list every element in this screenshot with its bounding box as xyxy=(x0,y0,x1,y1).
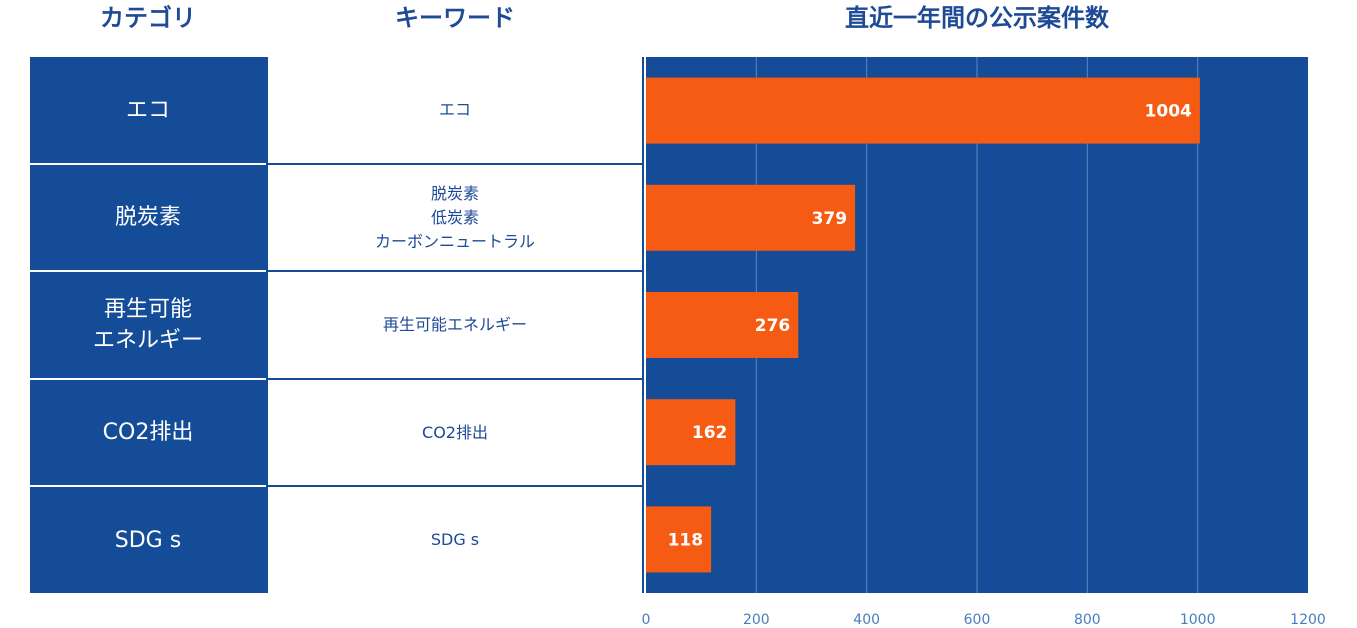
x-tick-label: 600 xyxy=(964,612,991,628)
bar-value-label: 1004 xyxy=(1145,102,1192,122)
bar xyxy=(646,506,712,573)
bar xyxy=(646,77,1200,144)
bar xyxy=(646,292,799,358)
bar xyxy=(646,184,856,251)
bar-value-label: 162 xyxy=(692,423,728,443)
x-tick-label: 400 xyxy=(853,612,880,628)
bar-value-label: 379 xyxy=(812,209,848,229)
keyword-cell: CO2排出 xyxy=(268,380,642,487)
x-tick-label: 1200 xyxy=(1290,612,1326,628)
category-cell: SDG s xyxy=(114,527,182,553)
keyword-column: エコ 脱炭素 低炭素 カーボンニュートラル 再生可能エネルギー CO2排出 SD… xyxy=(266,57,644,593)
bar xyxy=(646,399,736,466)
category-header: カテゴリ xyxy=(100,4,196,32)
bar-value-label: 118 xyxy=(668,530,704,550)
keyword-cell: 再生可能エネルギー xyxy=(268,272,642,380)
count-header: 直近一年間の公示案件数 xyxy=(845,4,1109,32)
keyword-cell: SDG s xyxy=(430,530,480,549)
bar-value-label: 276 xyxy=(755,316,791,336)
x-tick-label: 0 xyxy=(642,612,651,628)
category-cell: エコ xyxy=(30,57,266,165)
category-cell: 脱炭素 xyxy=(30,165,266,272)
category-cell: CO2排出 xyxy=(30,380,266,487)
keyword-cell: 脱炭素 低炭素 カーボンニュートラル xyxy=(268,165,642,272)
x-tick-label: 200 xyxy=(743,612,770,628)
category-cell: 再生可能 エネルギー xyxy=(30,272,266,380)
category-column: エコ 脱炭素 再生可能 エネルギー CO2排出 SDG s xyxy=(30,57,266,593)
keyword-header: キーワード xyxy=(395,4,515,32)
x-tick-label: 800 xyxy=(1074,612,1101,628)
keyword-cell: エコ xyxy=(268,57,642,165)
x-tick-label: 1000 xyxy=(1180,612,1216,628)
